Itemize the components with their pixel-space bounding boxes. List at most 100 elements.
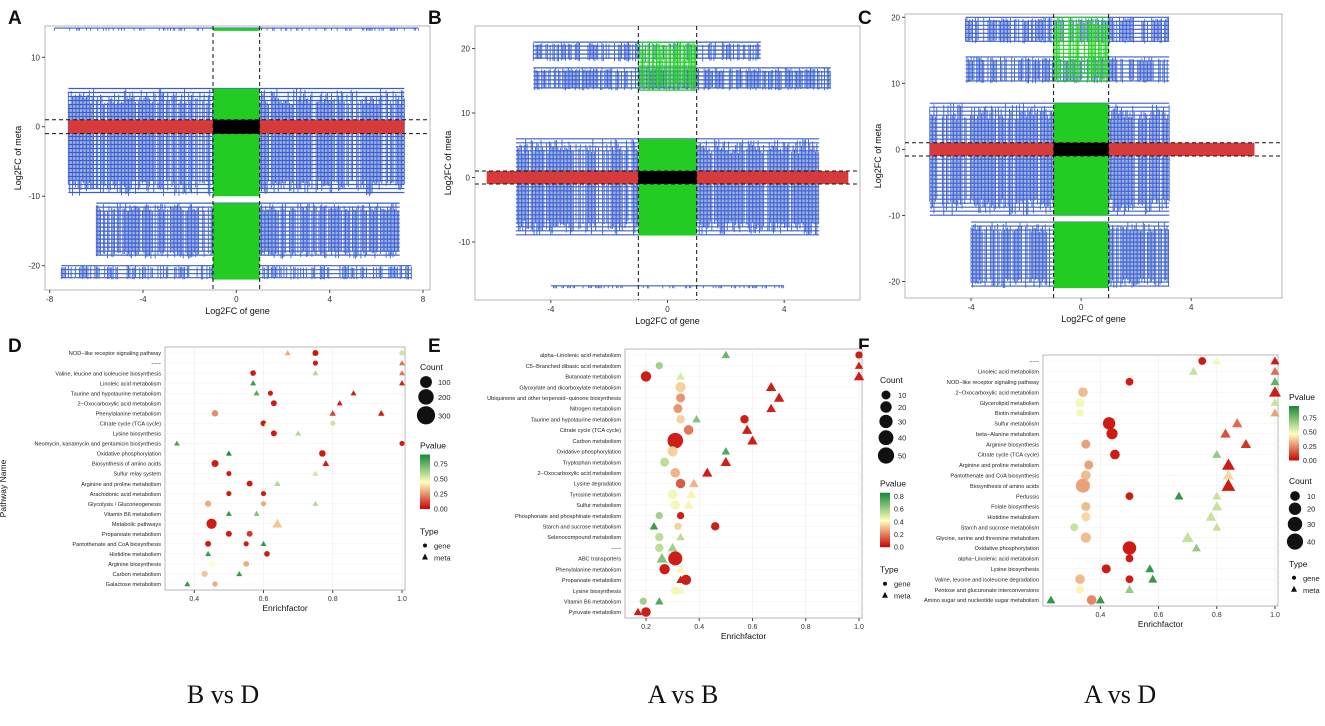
gene-point [660,457,670,467]
pvalue-gradient-step [420,463,430,466]
meta-point [1125,585,1134,593]
pathway-label: alpha−Linolenic acid metabolism [958,557,1039,563]
pvalue-gradient-step [880,541,890,544]
meta-point [1148,574,1158,583]
meta-point [1046,595,1056,604]
pvalue-gradient-step [420,497,430,501]
meta-point [773,392,785,402]
x-tick-label: 0.4 [1096,612,1106,619]
panel-e-enrichment: alpha−Linolenic acid metabolism C5−Branch… [487,348,912,641]
x-axis-title: Log2FC of gene [1061,314,1126,324]
pvalue-gradient-step [1289,415,1299,418]
meta-point [1212,356,1222,365]
count-legend-dot [877,447,895,464]
pvalue-gradient-step [880,537,890,541]
meta-point [721,350,731,359]
meta-point [1191,543,1201,552]
gene-point [270,430,277,437]
x-axis-title: Enrichfactor [1138,619,1184,629]
pvalue-gradient-step [1289,456,1299,459]
pvalue-gradient-step [420,468,430,472]
meta-point [633,607,643,616]
pathway-label: Galactose metabolism [106,582,162,588]
y-tick-label: 0 [466,174,471,183]
pathway-label: Phenylalanine metabolism [96,411,162,417]
pvalue-gradient-step [420,485,430,488]
pvalue-gradient-step [420,501,430,504]
x-tick-label: 0.8 [801,624,811,631]
x-tick-label: -8 [46,295,54,304]
pathway-label: Pentose and glucuronate interconversions [935,588,1040,594]
gene-point [1198,357,1207,365]
pvalue-legend-label: 0.25 [1303,444,1317,451]
pvalue-legend-label: 0.6 [894,507,904,514]
meta-point [1270,408,1280,417]
gene-point [399,350,405,356]
pvalue-gradient-step [1289,452,1299,456]
pathway-label: Glycerolipid metabolism [980,401,1040,407]
y-axis-title: Pathway Name [0,459,8,517]
x-axis-title: Enrichfactor [721,631,767,641]
gene-point [399,440,405,446]
pathway-label: 2−Oxocarboxylic acid metabolism [956,390,1040,396]
x-tick-label: 0.4 [694,624,704,631]
pathway-label: Nitrogen metabolism [570,407,622,413]
gene-point [264,551,270,557]
pvalue-gradient-step [880,499,890,503]
pathway-label: Histidine metabolism [987,515,1039,521]
gene-point [855,351,863,359]
meta-point [721,447,731,455]
legend: Count 100 200 300 Pvalue 0.00 0.25 0.50 0.75 Type… [416,362,452,563]
gene-point [204,500,212,507]
pathway-label: Metabolic pathways [112,522,161,528]
count-legend-label: 200 [438,393,451,402]
gene-point [201,570,208,578]
pvalue-gradient-step [1289,458,1299,461]
pvalue-gradient-step [1289,420,1299,423]
pathway-label: C5−Branched dibasic acid metabolism [526,364,622,370]
density-region-green [1053,16,1109,83]
meta-point [399,360,405,366]
panel-c-plot: -4 0 4 -20 -10 0 10 20 Log2FC of gene Log2FC of m… [873,13,1283,324]
gene-point [246,480,253,487]
pvalue-gradient-step [420,499,430,502]
pvalue-gradient-step [880,494,890,497]
panel-letter-e: E [428,336,441,357]
pathway-label: Amino sugar and nucleotide sugar metabol… [924,598,1039,604]
meta-point [689,478,699,488]
region-fill [213,28,260,31]
meta-point [765,381,777,392]
meta-point [274,480,281,487]
meta-point [312,500,319,506]
gene-point [1125,554,1134,563]
gene-point [319,450,326,457]
gene-point [1080,470,1091,481]
gene-point [267,390,273,396]
region-fill [213,119,260,134]
comparison-label-a-vs-d: A vs D [1083,680,1157,709]
pvalue-gradient-step [1289,442,1299,445]
pvalue-gradient-step [420,503,430,506]
pathway-label: Neomycin, kanamycin and gentamicin biosy… [34,442,161,448]
meta-point [312,350,319,356]
pathway-label: Propanoate metabolism [562,578,621,584]
gene-point [670,468,681,478]
pvalue-gradient-step [1289,424,1299,427]
pathway-label: Biosynthesis of amino acids [970,484,1039,490]
gene-point [1075,478,1090,493]
type-legend-meta-marker [1291,585,1297,592]
pathway-label: Propanoate metabolism [102,532,161,538]
pvalue-gradient-step [1289,454,1299,457]
pvalue-gradient-step [880,505,890,508]
meta-point [853,371,865,381]
gene-point [1078,387,1088,398]
meta-point [225,510,232,516]
meta-point [667,542,678,552]
count-legend-label: 10 [1307,492,1315,501]
meta-point [1205,511,1217,521]
meta-point [1222,469,1235,480]
count-legend-dot [880,401,892,413]
density-region-green [637,41,697,91]
meta-point [655,597,664,605]
